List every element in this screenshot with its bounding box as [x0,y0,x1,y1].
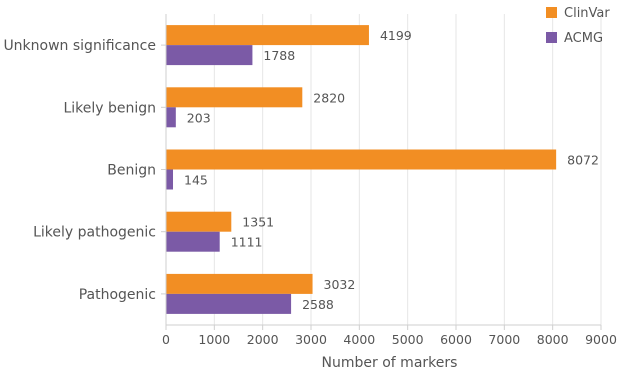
value-label-acmg-0: 1788 [263,48,295,63]
x-tick-label-2000: 2000 [247,332,279,347]
bar-clinvar-1 [166,87,303,108]
legend-swatch-acmg [546,32,557,43]
legend: ClinVar ACMG [546,6,610,46]
value-label-clinvar-4: 3032 [324,277,356,292]
category-label: Pathogenic [79,287,156,303]
x-tick-label-7000: 7000 [488,332,520,347]
value-label-acmg-1: 203 [187,110,211,125]
x-tick-label-6000: 6000 [440,332,472,347]
value-label-clinvar-3: 1351 [242,215,274,230]
x-tick-label-9000: 9000 [585,332,617,347]
x-tick-label-0: 0 [162,332,170,347]
legend-label-acmg: ACMG [564,31,603,46]
bar-acmg-4 [166,293,292,314]
bar-clinvar-4 [166,273,313,294]
legend-label-clinvar: ClinVar [564,6,610,21]
bars [166,25,557,314]
x-tick-label-1000: 1000 [198,332,230,347]
axes: 0 1000 2000 3000 4000 5000 6000 7000 8000 9000 Unk… [3,14,617,347]
value-label-acmg-4: 2588 [302,297,334,312]
bar-acmg-0 [166,45,253,66]
category-label: Likely benign [63,100,156,116]
value-label-clinvar-2: 8072 [567,153,599,168]
x-tick-label-8000: 8000 [537,332,569,347]
bar-clinvar-2 [166,149,557,170]
bar-acmg-1 [166,107,176,128]
legend-swatch-clinvar [546,7,557,18]
value-label-clinvar-0: 4199 [380,28,412,43]
category-label: Likely pathogenic [33,225,156,241]
value-label-acmg-2: 145 [184,173,208,188]
bar-clinvar-0 [166,25,369,46]
bar-clinvar-3 [166,211,232,232]
x-axis-title: Number of markers [322,355,458,371]
bar-acmg-2 [166,169,174,190]
value-labels: 4199 1788 2820 203 8072 145 1351 1111 3032 2588 [184,28,599,312]
x-tick-label-4000: 4000 [343,332,375,347]
x-tick-label-3000: 3000 [295,332,327,347]
value-label-acmg-3: 1111 [231,235,263,250]
x-tick-label-5000: 5000 [392,332,424,347]
bar-acmg-3 [166,231,220,252]
category-label: Unknown significance [3,38,156,54]
value-label-clinvar-1: 2820 [313,90,345,105]
category-label: Benign [107,163,156,179]
